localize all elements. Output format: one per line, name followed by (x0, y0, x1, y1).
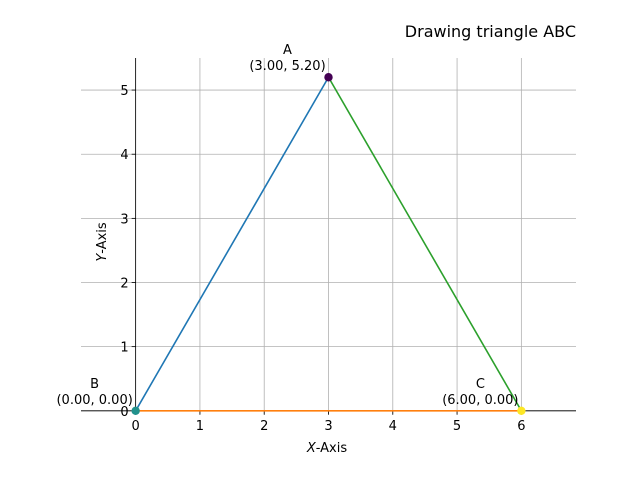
chart-title: Drawing triangle ABC (405, 22, 576, 41)
vertex-name-B: B (90, 377, 99, 392)
vertex-marker-B (131, 406, 140, 415)
x-tick-label: 5 (453, 419, 461, 434)
x-tick-label: 1 (196, 419, 204, 434)
y-tick-label: 0 (120, 405, 128, 420)
vertex-markers (131, 73, 526, 415)
x-tick-label: 6 (517, 419, 525, 434)
x-axis-label: X-Axis (306, 441, 348, 456)
vertex-name-A: A (283, 43, 292, 58)
x-tick-label: 2 (260, 419, 268, 434)
y-tick-label: 4 (120, 148, 128, 163)
x-tick-label: 0 (132, 419, 140, 434)
triangle-sides (134, 76, 523, 412)
vertex-marker-C (517, 406, 526, 415)
grid (81, 58, 576, 414)
y-axis-label: Y-Axis (95, 222, 110, 262)
vertex-coords-C: (6.00, 0.00) (442, 393, 518, 408)
side-AC (327, 76, 523, 412)
vertex-marker-A (324, 73, 333, 82)
vertex-coords-A: (3.00, 5.20) (249, 59, 325, 74)
side-BA (134, 76, 330, 412)
y-tick-label: 2 (120, 277, 128, 292)
vertex-coords-B: (0.00, 0.00) (56, 393, 132, 408)
y-tick-label: 3 (120, 212, 128, 227)
x-tick-label: 3 (324, 419, 332, 434)
x-tick-label: 4 (389, 419, 397, 434)
y-tick-label: 1 (120, 341, 128, 356)
vertex-annotations: A(3.00, 5.20) B(0.00, 0.00) C(6.00, 0.00) (56, 43, 518, 408)
vertex-name-C: C (476, 377, 485, 392)
tick-labels: 0 1 2 3 4 5 6 0 1 2 3 4 5 (120, 84, 525, 434)
y-tick-label: 5 (120, 84, 128, 99)
